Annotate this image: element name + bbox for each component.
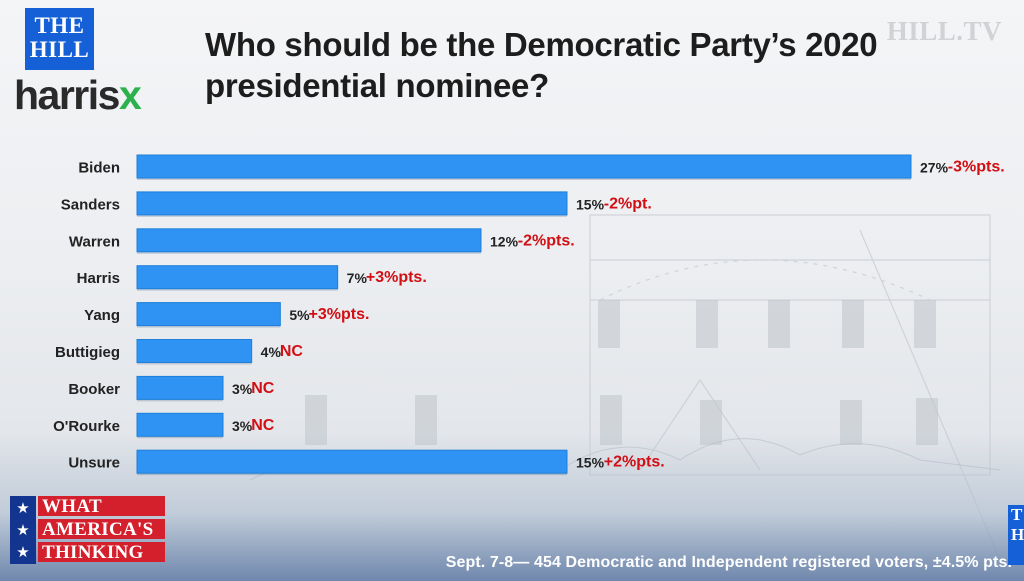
bar [136, 339, 253, 363]
value-label: 15% [576, 455, 605, 471]
change-label: +2%pts. [604, 454, 665, 471]
harrisx-logo-x: x [118, 72, 142, 118]
bar [136, 191, 568, 216]
change-label: NC [251, 417, 275, 434]
the-hill-logo-line2: HILL [29, 37, 90, 62]
category-label: Yang [84, 307, 120, 324]
bar [136, 154, 912, 179]
wat-line-americas: AMERICA'S [38, 519, 165, 540]
category-label: Unsure [68, 455, 120, 472]
category-label: Warren [69, 233, 120, 250]
value-label: 12% [490, 233, 519, 249]
value-label: 15% [576, 196, 605, 212]
change-label: -2%pt. [604, 195, 652, 212]
change-label: +3%pts. [366, 269, 427, 286]
bar [136, 228, 482, 253]
harrisx-logo: harrisx [14, 72, 142, 118]
category-label: Buttigieg [55, 344, 120, 361]
star-icon: ★ [16, 522, 30, 539]
source-note: Sept. 7-8— 454 Democratic and Independen… [445, 554, 1012, 571]
category-label: Sanders [61, 196, 120, 213]
the-hill-logo-line1: THE [34, 13, 85, 38]
harrisx-logo-harris: harris [14, 72, 120, 118]
change-label: +3%pts. [309, 306, 370, 323]
hill-tv-watermark: HILL.TV [886, 16, 1002, 46]
change-label: -3%pts. [948, 159, 1005, 176]
category-label: O'Rourke [53, 418, 120, 435]
value-label: 7% [347, 270, 368, 286]
stars-column: ★ ★ ★ [10, 496, 36, 564]
value-label: 4% [261, 344, 282, 360]
bar [136, 449, 568, 474]
category-label: Harris [77, 270, 120, 287]
change-label: -2%pts. [518, 232, 575, 249]
corner-logo-t: T [1011, 505, 1023, 524]
star-icon: ★ [16, 500, 30, 517]
bar [136, 265, 339, 290]
wat-line-what: WHAT [38, 496, 165, 517]
star-icon: ★ [16, 544, 30, 561]
bar [136, 412, 224, 437]
value-label: 3% [232, 418, 253, 434]
change-label: NC [280, 343, 304, 360]
value-label: 3% [232, 381, 253, 397]
value-label: 27% [920, 160, 949, 176]
corner-hill-logo: T H [1008, 505, 1024, 565]
category-label: Booker [68, 381, 120, 398]
wat-line-thinking: THINKING [38, 542, 165, 563]
what-americas-thinking-logo: ★ ★ ★ WHAT AMERICA'S THINKING [10, 496, 165, 564]
chart-title: Who should be the Democratic Party’s 202… [205, 26, 878, 104]
bar [136, 302, 281, 327]
corner-logo-h: H [1011, 525, 1024, 544]
bar [136, 375, 224, 400]
category-label: Biden [78, 160, 120, 177]
the-hill-logo: THE HILL [25, 8, 94, 70]
change-label: NC [251, 380, 275, 397]
value-label: 5% [289, 307, 310, 323]
